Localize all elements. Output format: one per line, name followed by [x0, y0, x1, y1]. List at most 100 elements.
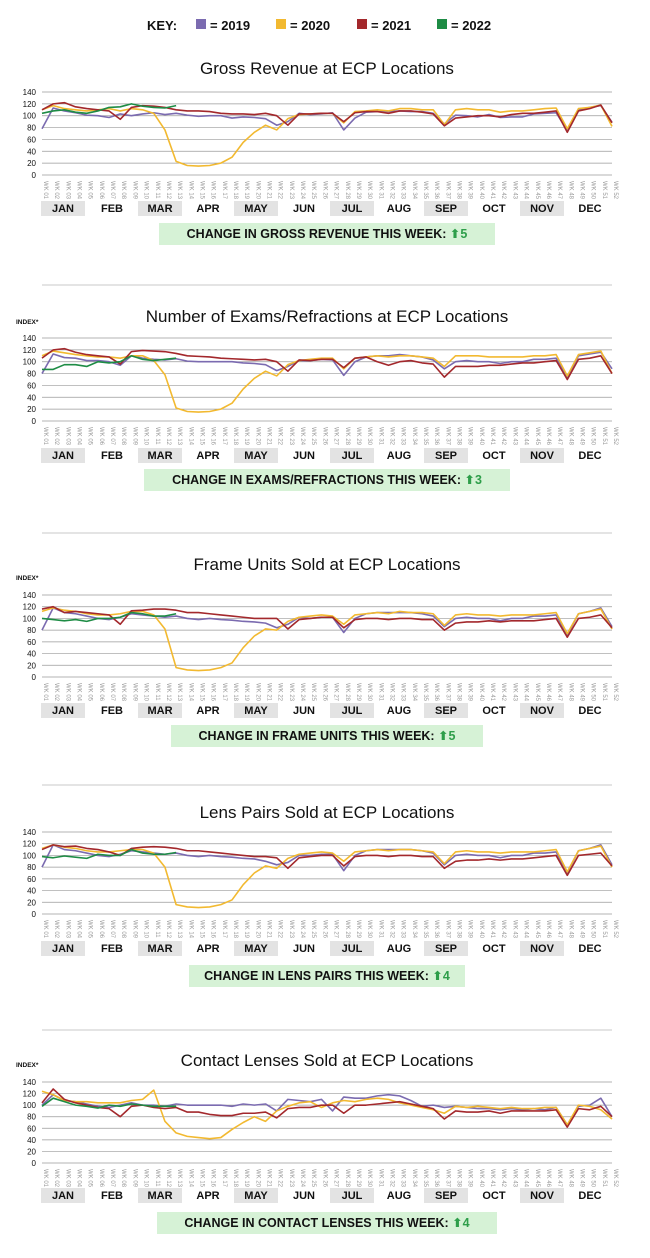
- y-tick-label: 140: [23, 334, 37, 343]
- week-tick-label: WK 39: [467, 683, 473, 702]
- banner-label: CHANGE IN GROSS REVENUE THIS WEEK:: [187, 227, 450, 241]
- week-tick-label: WK 30: [366, 427, 372, 446]
- y-tick-label: 0: [32, 910, 37, 919]
- week-tick-label: WK 23: [288, 920, 294, 939]
- week-tick-label: WK 21: [266, 920, 272, 939]
- week-tick-label: WK 34: [411, 683, 417, 702]
- series-line-2022: [42, 354, 177, 371]
- legend-swatch: [437, 19, 447, 29]
- month-band: [234, 201, 278, 216]
- month-label: NOV: [530, 705, 555, 717]
- week-tick-label: WK 31: [377, 920, 383, 939]
- week-tick-label: WK 30: [366, 683, 372, 702]
- week-tick-label: WK 21: [266, 181, 272, 200]
- week-tick-label: WK 11: [154, 427, 160, 445]
- week-tick-label: WK 15: [198, 920, 204, 939]
- week-tick-label: WK 42: [500, 683, 506, 702]
- month-label: AUG: [387, 450, 411, 462]
- month-label: AUG: [387, 203, 411, 215]
- week-tick-label: WK 29: [355, 920, 361, 939]
- week-tick-label: WK 43: [511, 920, 517, 939]
- month-band: [520, 448, 564, 463]
- y-tick-label: 140: [23, 591, 37, 600]
- y-tick-label: 120: [23, 100, 37, 109]
- month-label: JAN: [52, 943, 74, 955]
- week-tick-label: WK 38: [456, 683, 462, 702]
- week-tick-label: WK 27: [333, 920, 339, 939]
- week-tick-label: WK 38: [456, 427, 462, 446]
- week-tick-label: WK 36: [433, 1169, 439, 1188]
- banner-background: [171, 725, 483, 747]
- week-tick-label: WK 32: [388, 683, 394, 702]
- week-tick-label: WK 39: [467, 920, 473, 939]
- y-tick-label: 40: [27, 650, 36, 659]
- week-tick-label: WK 33: [400, 181, 406, 200]
- week-tick-label: WK 09: [131, 920, 137, 939]
- week-tick-label: WK 03: [64, 683, 70, 702]
- week-tick-label: WK 17: [221, 683, 227, 702]
- month-band: [330, 448, 374, 463]
- month-label: FEB: [101, 705, 123, 717]
- week-tick-label: WK 31: [377, 427, 383, 446]
- week-tick-label: WK 39: [467, 181, 473, 200]
- y-tick-label: 20: [27, 661, 36, 670]
- month-label: AUG: [387, 705, 411, 717]
- y-tick-label: 80: [27, 370, 36, 379]
- month-label: APR: [196, 1190, 219, 1202]
- week-tick-label: WK 16: [210, 427, 216, 446]
- banner-value: ⬆3: [464, 473, 481, 487]
- week-tick-label: WK 40: [478, 920, 484, 939]
- week-tick-label: WK 47: [556, 920, 562, 939]
- week-tick-label: WK 11: [154, 1169, 160, 1187]
- week-tick-label: WK 02: [53, 683, 59, 702]
- week-tick-label: WK 44: [523, 920, 529, 939]
- chart-3: Frame Units Sold at ECP Locations INDEX* 0…: [16, 555, 618, 786]
- week-tick-label: WK 22: [277, 1169, 283, 1188]
- y-tick-label: 60: [27, 638, 36, 647]
- chart-2: Number of Exams/Refractions at ECP Locat…: [16, 307, 618, 534]
- month-band: [520, 1188, 564, 1203]
- week-tick-label: WK 41: [489, 1169, 495, 1188]
- y-tick-label: 120: [23, 1090, 37, 1099]
- month-band: [41, 448, 85, 463]
- week-tick-label: WK 37: [444, 181, 450, 200]
- y-tick-label: 0: [32, 171, 37, 180]
- month-label: JAN: [52, 203, 74, 215]
- week-tick-label: WK 32: [388, 920, 394, 939]
- week-tick-label: WK 34: [411, 1169, 417, 1188]
- week-tick-label: WK 04: [76, 920, 82, 939]
- y-tick-label: 100: [23, 112, 37, 121]
- month-label: JUL: [342, 450, 363, 462]
- week-tick-label: WK 23: [288, 1169, 294, 1188]
- week-tick-label: WK 07: [109, 181, 115, 200]
- legend-item-label: = 2022: [451, 18, 491, 33]
- week-tick-label: WK 49: [578, 920, 584, 939]
- month-label: APR: [196, 943, 219, 955]
- month-label: MAY: [244, 450, 268, 462]
- week-tick-label: WK 46: [545, 181, 551, 200]
- week-tick-label: WK 37: [444, 1169, 450, 1188]
- y-tick-label: 60: [27, 1124, 36, 1133]
- month-label: OCT: [482, 203, 506, 215]
- week-tick-label: WK 48: [567, 920, 573, 939]
- month-band: [424, 941, 468, 956]
- month-label: OCT: [482, 450, 506, 462]
- y-tick-label: 120: [23, 840, 37, 849]
- month-label: DEC: [578, 705, 601, 717]
- banner-background: [157, 1212, 497, 1234]
- chart-5: Contact Lenses Sold at ECP Locations INDE…: [16, 1051, 618, 1234]
- week-tick-label: WK 38: [456, 920, 462, 939]
- week-tick-label: WK 05: [87, 427, 93, 446]
- chart-title: Gross Revenue at ECP Locations: [200, 59, 454, 78]
- series-line-2022: [41, 103, 177, 115]
- month-label: MAR: [147, 450, 172, 462]
- y-tick-label: 100: [23, 358, 37, 367]
- month-label: FEB: [101, 450, 123, 462]
- week-tick-label: WK 26: [321, 920, 327, 939]
- week-tick-label: WK 01: [42, 181, 48, 200]
- week-tick-label: WK 02: [53, 427, 59, 446]
- week-tick-label: WK 28: [344, 683, 350, 702]
- y-tick-label: 80: [27, 1113, 36, 1122]
- week-tick-label: WK 13: [176, 181, 182, 200]
